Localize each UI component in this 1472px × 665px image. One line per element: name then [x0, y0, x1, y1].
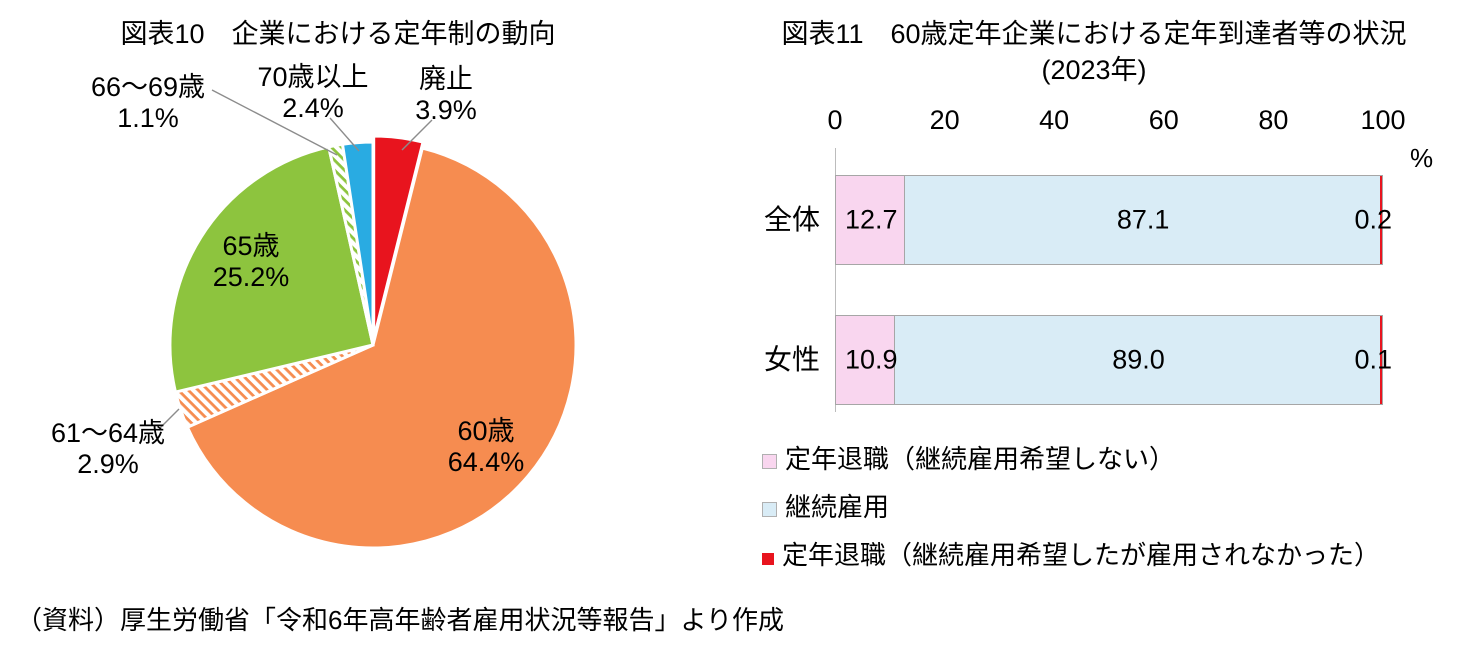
bar-value-label: 10.9	[845, 344, 898, 375]
legend-label: 継続雇用	[785, 492, 890, 522]
legend-swatch	[762, 454, 777, 469]
leader-line	[211, 89, 338, 156]
stacked-bar: 12.7 87.1 0.2	[835, 175, 1392, 265]
pie-chart-panel: 図表10 企業における定年制の動向 廃止 3.9% 60歳 64.4% 61〜64歳 2.…	[8, 0, 668, 612]
x-axis-tick: 20	[929, 105, 960, 135]
bar-value-label: 0.1	[1354, 344, 1392, 375]
bar-segment-2	[1380, 176, 1382, 264]
bar-segment-1	[905, 176, 1380, 264]
x-axis-tick: 0	[827, 105, 843, 135]
legend-label: 定年退職（継続雇用希望したが雇用されなかった）	[782, 540, 1381, 570]
bar-value-label: 0.2	[1354, 204, 1392, 235]
pie-slice-label: 61〜64歳	[51, 418, 165, 448]
pie-slice-value: 3.9%	[415, 95, 477, 125]
bar-value-label: 89.0	[1112, 344, 1165, 375]
pie-chart-title: 図表10 企業における定年制の動向	[120, 19, 556, 49]
x-axis-tick: 80	[1258, 105, 1289, 135]
bar-value-label: 87.1	[1116, 204, 1170, 235]
leader-line	[329, 117, 360, 152]
pie-slice-label: 65歳	[222, 231, 279, 261]
x-axis-tick: 60	[1148, 105, 1179, 135]
bar-segment-2	[1380, 316, 1382, 404]
bar-value-label: 12.7	[845, 204, 898, 235]
x-axis: 0 20 40 60 80 100	[827, 105, 1405, 139]
leader-line	[159, 408, 180, 429]
bar-chart-subtitle: (2023年)	[1041, 55, 1147, 85]
source-note: （資料）厚生労働省「令和6年高年齢者雇用状況等報告」より作成	[16, 605, 784, 635]
bar-segment-1	[895, 316, 1380, 404]
pie-slice-value: 2.4%	[282, 93, 344, 123]
bar-segment-0	[836, 176, 906, 264]
legend-item: 定年退職（継続雇用希望したが雇用されなかった）	[762, 539, 1380, 571]
pie-slice-5	[340, 140, 375, 346]
pie-slice-value: 2.9%	[77, 449, 139, 479]
pie-slice-value: 25.2%	[213, 262, 290, 292]
legend-swatch	[762, 502, 777, 517]
pie-slice-label: 70歳以上	[257, 62, 368, 92]
axis-unit-label: %	[1410, 143, 1434, 173]
leader-line	[401, 119, 433, 151]
pie-slice-label: 廃止	[419, 64, 473, 94]
stacked-bar: 10.9 89.0 0.1	[835, 315, 1392, 405]
pie-slice-3	[168, 145, 375, 394]
bar-segment-0	[836, 316, 896, 404]
legend-swatch	[762, 553, 774, 565]
legend-item: 継続雇用	[762, 491, 1380, 523]
legend-label: 定年退職（継続雇用希望しない）	[785, 444, 1176, 474]
x-axis-tick: 100	[1360, 105, 1406, 135]
pie-slice-label: 66〜69歳	[91, 72, 205, 102]
category-label: 全体	[763, 204, 820, 235]
bar-chart-title: 図表11 60歳定年企業における定年到達者等の状況	[781, 19, 1407, 49]
category-label: 女性	[763, 344, 820, 375]
legend-item: 定年退職（継続雇用希望しない）	[762, 443, 1380, 475]
x-axis-tick: 40	[1039, 105, 1070, 135]
pie-slice-label: 60歳	[457, 416, 514, 446]
bar-chart-panel: 図表11 60歳定年企業における定年到達者等の状況 (2023年) 0 20 40 6…	[720, 0, 1468, 650]
y-axis-line	[835, 148, 836, 412]
bar-row: 女性 10.9 89.0 0.1	[720, 315, 1468, 405]
legend: 定年退職（継続雇用希望しない） 継続雇用定年退職（継続雇用希望したが雇用されなかっ…	[762, 443, 1380, 587]
pie-slice-value: 1.1%	[117, 103, 179, 133]
pie-slice-1	[185, 146, 578, 550]
pie-slice-value: 64.4%	[448, 447, 525, 477]
bar-row: 全体 12.7 87.1 0.2	[720, 175, 1468, 265]
